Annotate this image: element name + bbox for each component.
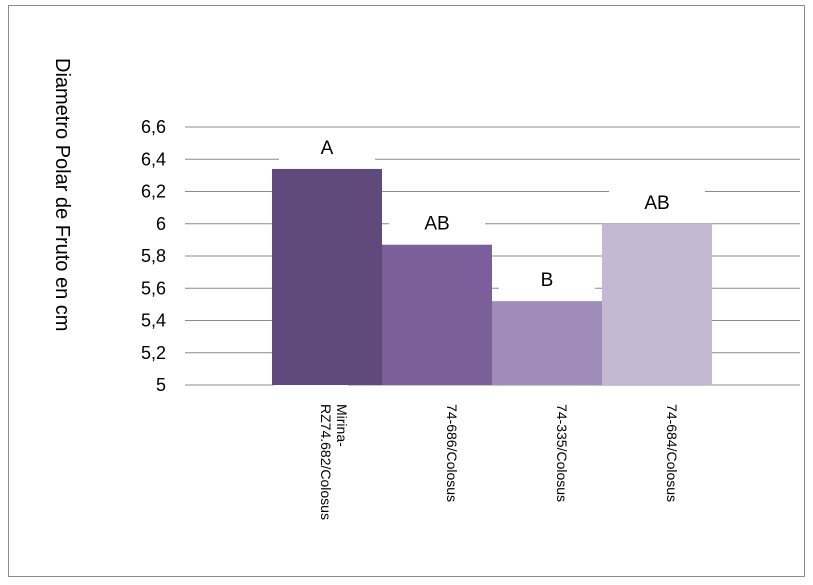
significance-label-1: AB — [424, 214, 449, 235]
y-tick-label-6: 6,2 — [141, 182, 166, 202]
y-tick-label-8: 6,6 — [141, 117, 166, 137]
y-axis-label: Diametro Polar de Fruto en cm — [51, 58, 73, 331]
label-backing-1 — [389, 206, 485, 239]
y-tick-label-1: 5,2 — [141, 343, 166, 363]
y-tick-label-4: 5,8 — [141, 246, 166, 266]
category-label-0-1: RZ74.682/Colosus — [318, 404, 334, 520]
label-backing-3 — [609, 185, 705, 218]
significance-label-3: AB — [644, 193, 669, 214]
y-tick-label-3: 5,6 — [141, 278, 166, 298]
category-label-3-0: 74-684/Colosus — [664, 404, 680, 502]
significance-label-0: A — [321, 138, 334, 159]
y-tick-label-5: 6 — [156, 214, 166, 234]
significance-labels: A AB B AB — [279, 130, 705, 296]
category-label-1-0: 74-686/Colosus — [444, 404, 460, 502]
category-label-2-0: 74-335/Colosus — [554, 404, 570, 502]
category-labels: Mirina-RZ74.682/Colosus 74-686/Colosus 74-… — [318, 404, 680, 520]
bars — [272, 168, 712, 387]
bar-1 — [382, 244, 492, 385]
y-tick-labels: 5 5,2 5,4 5,6 5,8 6 6,2 6,4 6,6 — [141, 117, 166, 395]
bar-0 — [272, 168, 382, 385]
label-backing-0 — [279, 130, 375, 163]
y-tick-label-7: 6,4 — [141, 149, 166, 169]
bar-3 — [602, 223, 712, 385]
category-label-0-0: Mirina- — [334, 404, 350, 447]
significance-label-2: B — [541, 270, 554, 291]
y-tick-label-2: 5,4 — [141, 311, 166, 331]
label-backing-2 — [499, 263, 595, 296]
y-tick-label-0: 5 — [156, 375, 166, 395]
bar-2 — [492, 301, 602, 385]
